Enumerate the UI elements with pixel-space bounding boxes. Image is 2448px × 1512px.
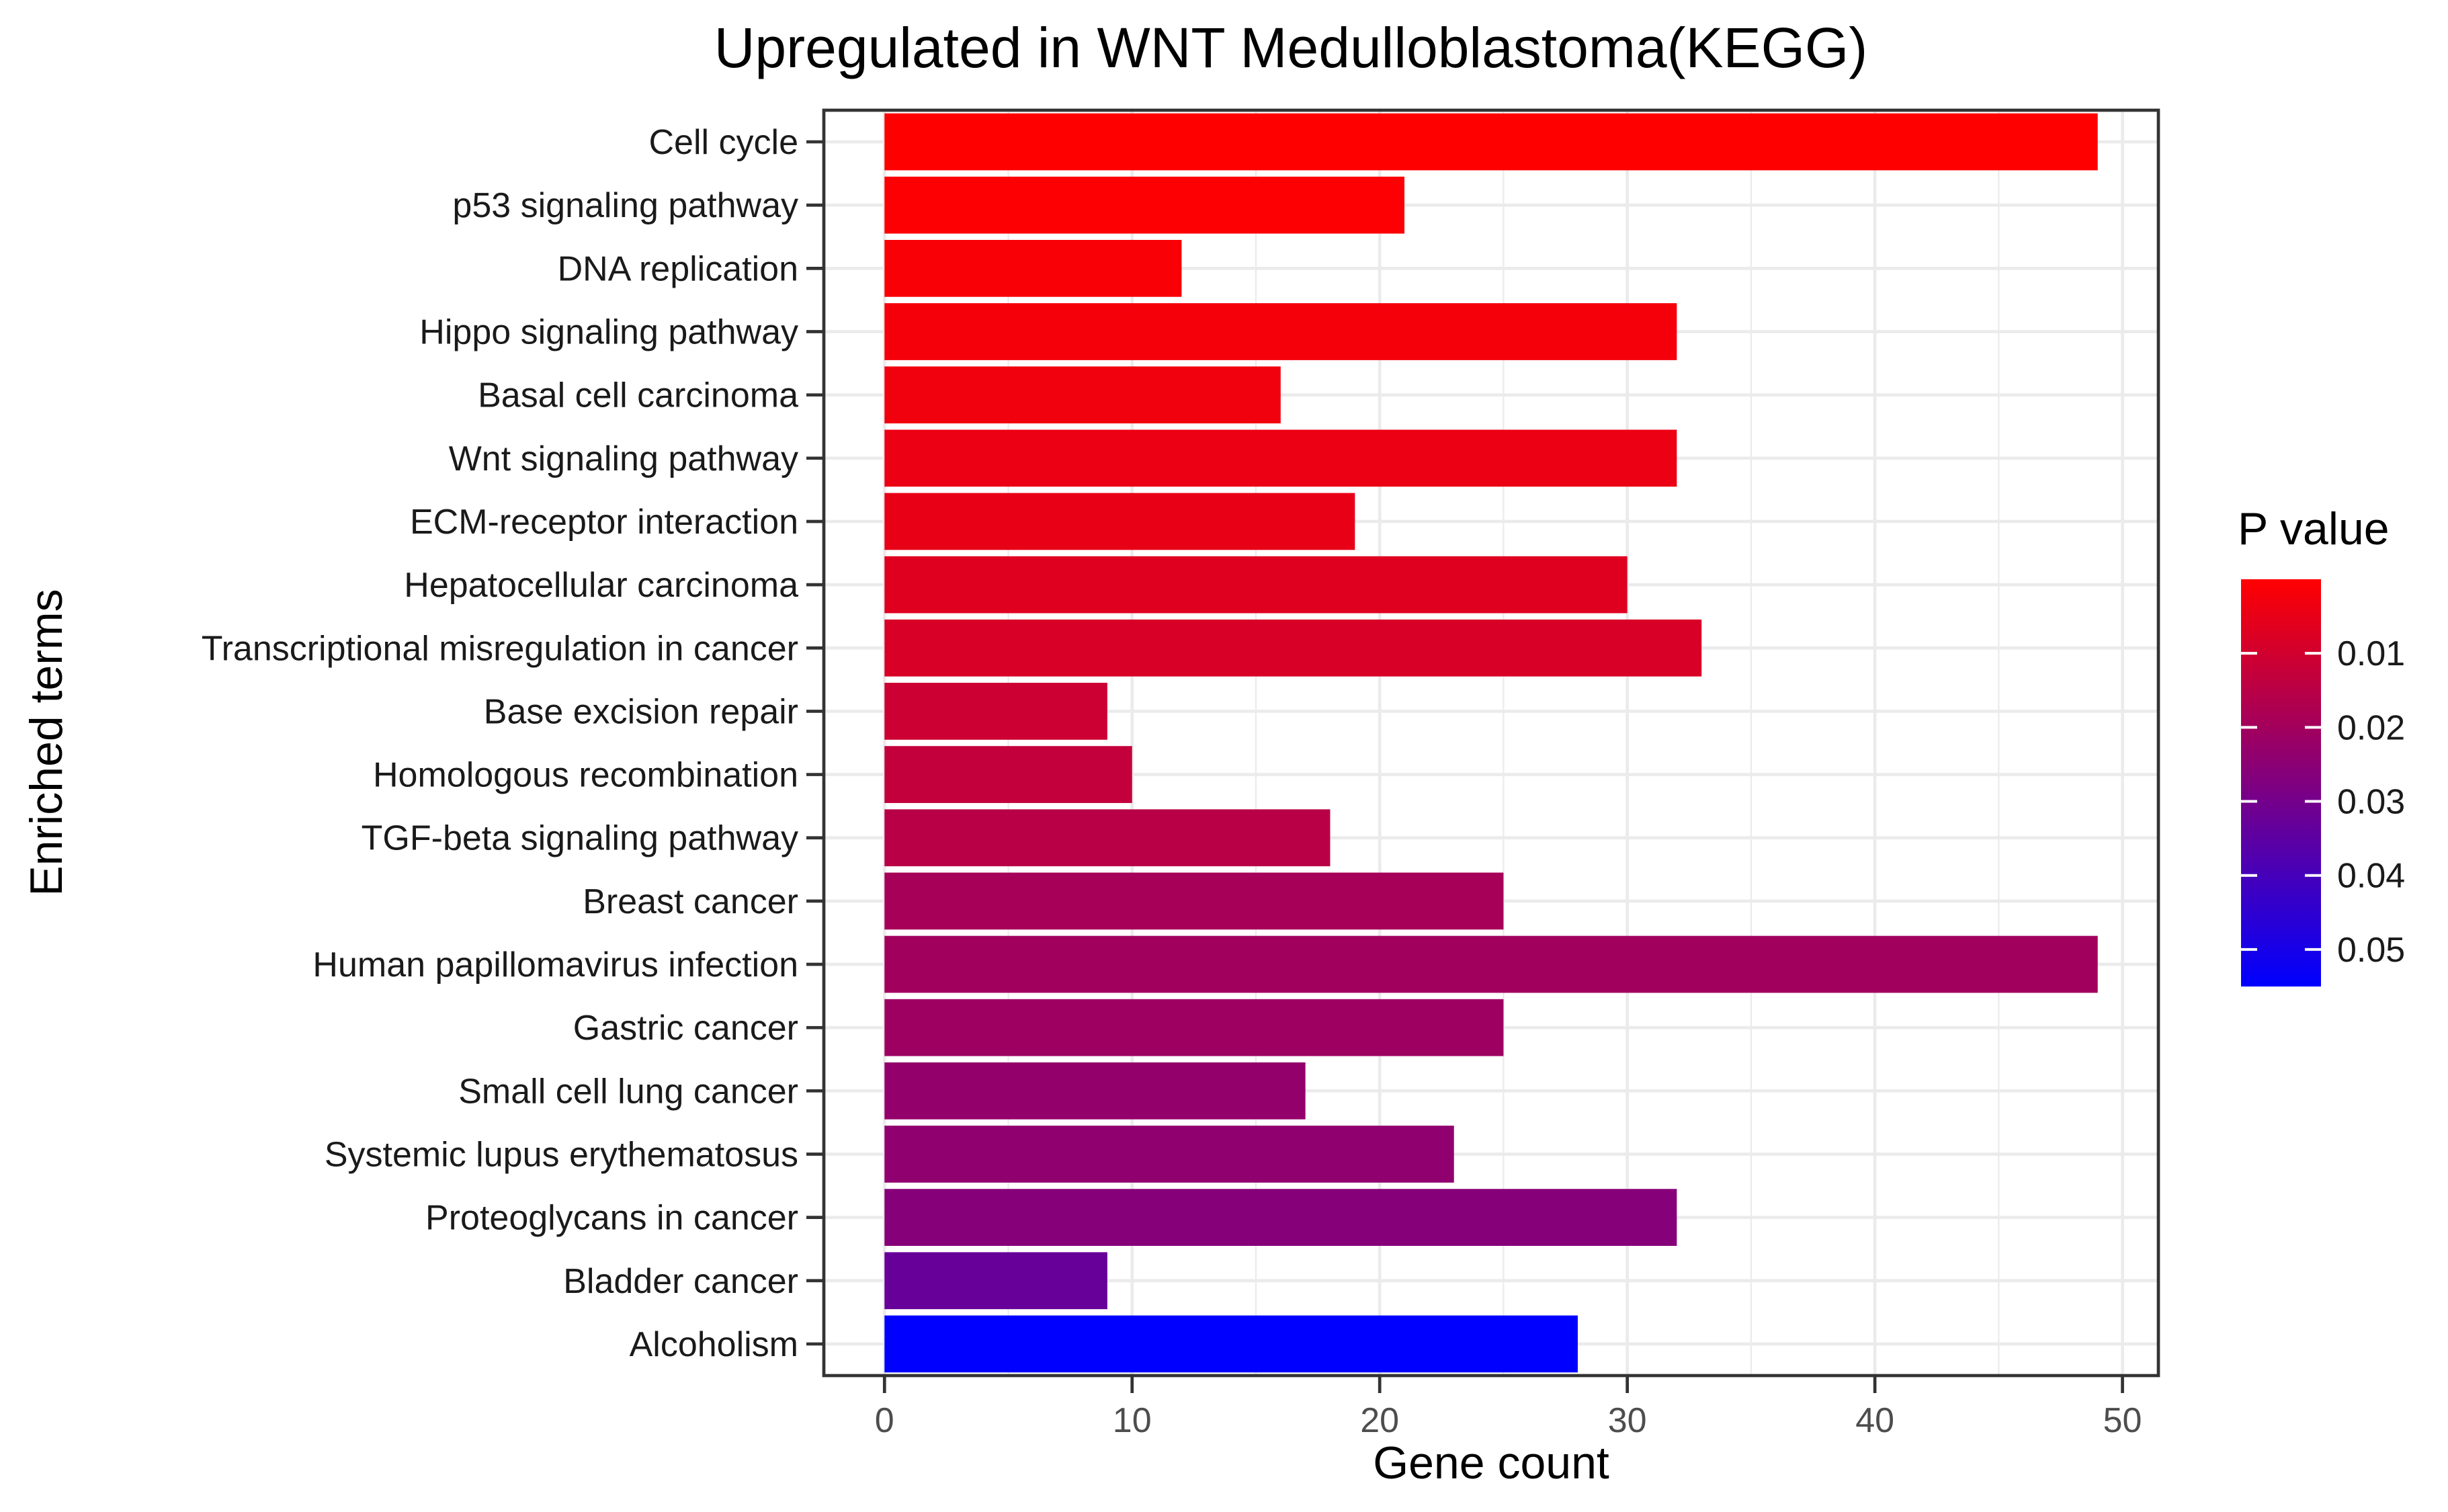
plot-panel-border bbox=[822, 108, 2160, 1378]
legend-tick-label: 0.05 bbox=[2337, 931, 2405, 970]
y-tick-label: Human papillomavirus infection bbox=[312, 946, 798, 984]
y-tick-label: Alcoholism bbox=[630, 1325, 798, 1364]
bars bbox=[884, 113, 2098, 1373]
bar bbox=[884, 619, 1702, 677]
legend-ticks: 0.01 0.02 0.03 0.04 0.05 bbox=[2241, 634, 2405, 970]
bar bbox=[884, 303, 1677, 360]
legend-tick-label: 0.03 bbox=[2337, 783, 2405, 822]
x-axis-title: Gene count bbox=[1373, 1437, 1609, 1488]
y-tick-label: Basal cell carcinoma bbox=[478, 376, 798, 415]
bar bbox=[884, 1126, 1454, 1183]
bar bbox=[884, 809, 1331, 867]
y-tick-label: Small cell lung cancer bbox=[458, 1072, 798, 1111]
y-tick-label: Transcriptional misregulation in cancer bbox=[202, 629, 798, 668]
bar bbox=[884, 1315, 1578, 1373]
bar bbox=[884, 1062, 1306, 1120]
bar bbox=[884, 429, 1677, 487]
x-tick-label: 30 bbox=[1608, 1401, 1647, 1440]
x-axis-ticks: 0 10 20 30 40 50 bbox=[875, 1376, 2142, 1440]
y-tick-label: TGF-beta signaling pathway bbox=[362, 819, 798, 858]
bar bbox=[884, 1252, 1107, 1310]
x-tick-label: 0 bbox=[875, 1401, 894, 1440]
x-tick-label: 40 bbox=[1855, 1401, 1894, 1440]
y-tick-label: Systemic lupus erythematosus bbox=[325, 1135, 798, 1174]
y-tick-label: Homologous recombination bbox=[373, 756, 798, 795]
y-tick-label: ECM-receptor interaction bbox=[410, 503, 798, 542]
y-tick-label: DNA replication bbox=[558, 249, 798, 288]
y-tick-label: p53 signaling pathway bbox=[452, 186, 798, 225]
bar bbox=[884, 493, 1355, 550]
bar bbox=[884, 935, 2098, 993]
y-tick-label: Hippo signaling pathway bbox=[419, 313, 798, 352]
legend-tick-label: 0.01 bbox=[2337, 634, 2405, 673]
bar bbox=[884, 113, 2098, 171]
y-tick-label: Cell cycle bbox=[649, 123, 799, 162]
x-tick-label: 50 bbox=[2103, 1401, 2142, 1440]
y-tick-label: Bladder cancer bbox=[563, 1262, 798, 1301]
y-tick-label: Breast cancer bbox=[583, 882, 798, 921]
bar bbox=[884, 999, 1504, 1056]
legend: P value 0.01 0.02 0.03 0.04 0.05 bbox=[2238, 503, 2405, 986]
legend-tick-label: 0.04 bbox=[2337, 857, 2405, 896]
chart-title: Upregulated in WNT Medulloblastoma(KEGG) bbox=[714, 16, 1867, 79]
x-tick-label: 20 bbox=[1360, 1401, 1399, 1440]
bar bbox=[884, 240, 1182, 297]
x-tick-label: 10 bbox=[1113, 1401, 1152, 1440]
y-axis-title: Enriched terms bbox=[21, 589, 72, 896]
bar bbox=[884, 176, 1405, 234]
bar bbox=[884, 1189, 1677, 1246]
y-tick-label: Gastric cancer bbox=[573, 1009, 798, 1048]
y-axis-labels: Cell cycle p53 signaling pathway DNA repli… bbox=[202, 123, 824, 1364]
y-tick-label: Base excision repair bbox=[484, 692, 798, 731]
bar bbox=[884, 683, 1107, 740]
bar bbox=[884, 746, 1132, 803]
legend-tick-label: 0.02 bbox=[2337, 708, 2405, 747]
y-tick-label: Proteoglycans in cancer bbox=[425, 1199, 798, 1238]
y-tick-label: Hepatocellular carcinoma bbox=[404, 566, 798, 605]
bar bbox=[884, 366, 1281, 424]
bar bbox=[884, 872, 1504, 930]
legend-colorbar bbox=[2241, 579, 2321, 986]
bar bbox=[884, 556, 1628, 614]
grid bbox=[824, 110, 2158, 1376]
y-tick-label: Wnt signaling pathway bbox=[449, 439, 798, 478]
legend-title: P value bbox=[2238, 503, 2390, 554]
